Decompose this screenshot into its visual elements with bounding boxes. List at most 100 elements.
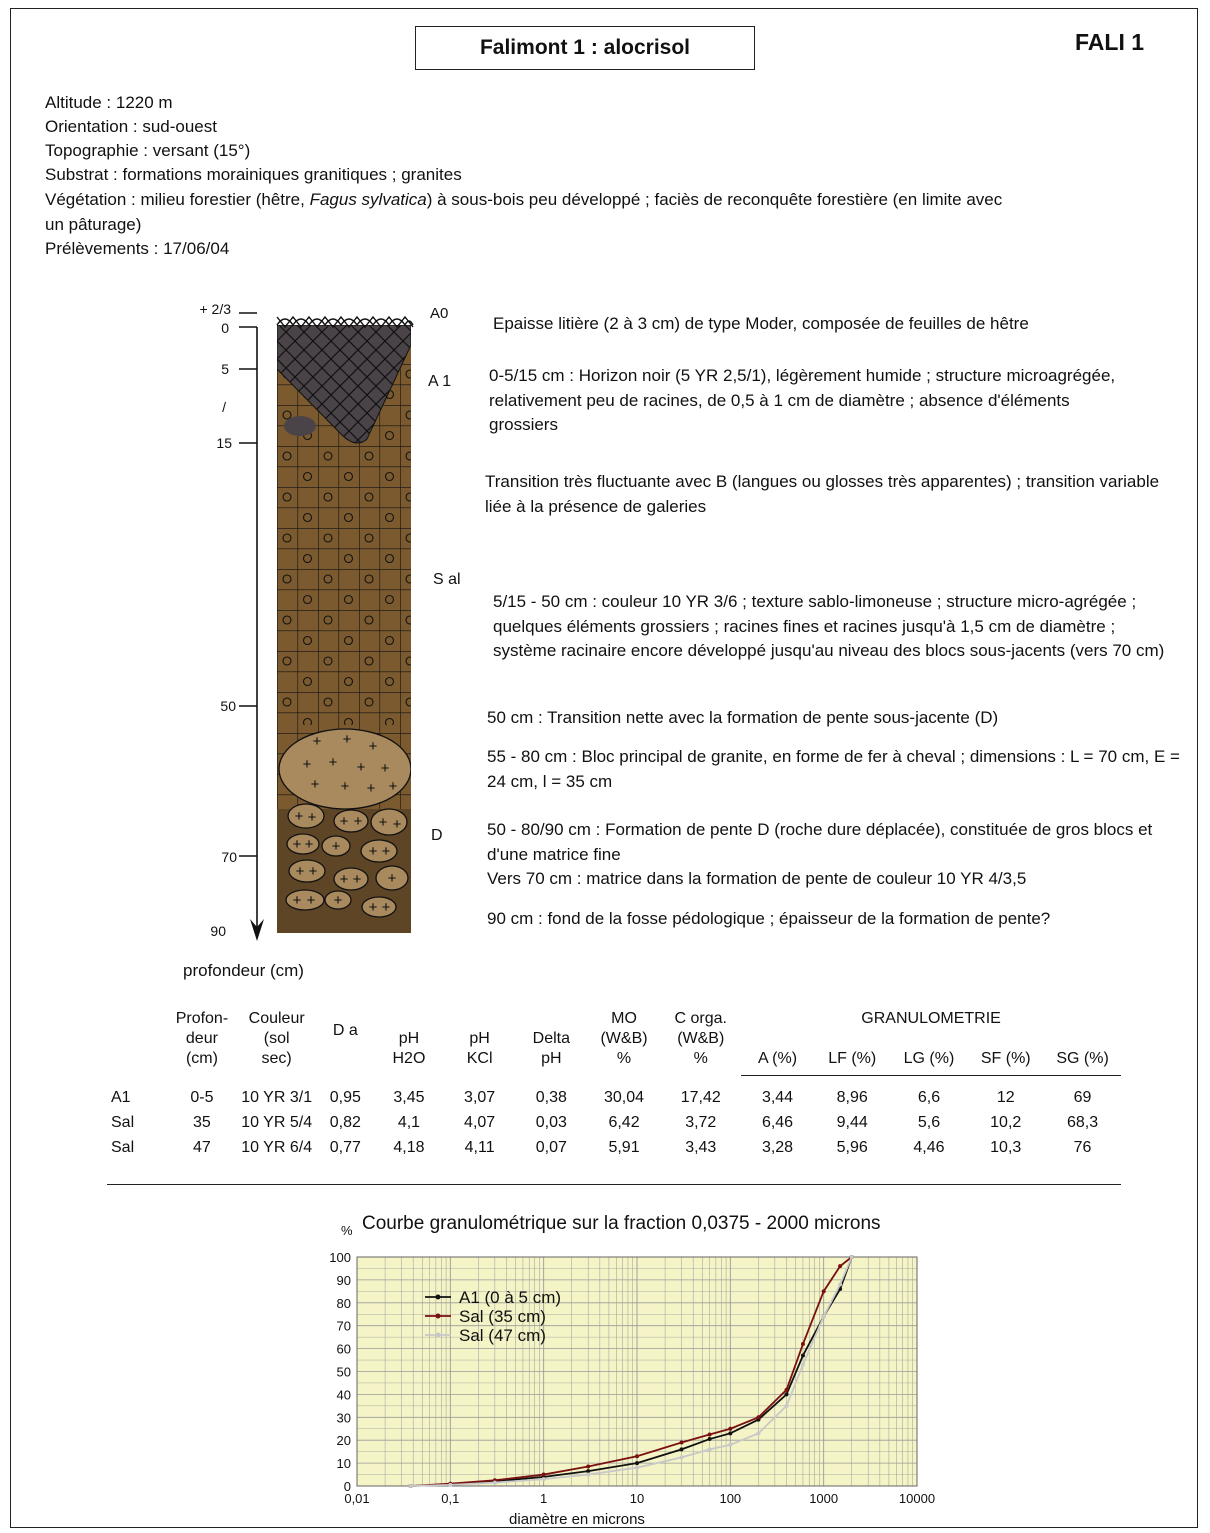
svg-text:+: + bbox=[307, 892, 316, 909]
y-tick-label: 100 bbox=[329, 1250, 351, 1265]
y-tick-label: 70 bbox=[337, 1319, 351, 1334]
svg-text:+: + bbox=[388, 870, 397, 887]
series-point-0 bbox=[707, 1437, 712, 1442]
series-point-2 bbox=[679, 1455, 684, 1460]
x-tick-label: 1000 bbox=[809, 1491, 838, 1506]
x-tick-label: 0,1 bbox=[441, 1491, 459, 1506]
y-tick-label: 20 bbox=[337, 1433, 351, 1448]
table-cell: 8,96 bbox=[836, 1089, 868, 1106]
x-tick-label: 10000 bbox=[899, 1491, 935, 1506]
y-tick-label: 80 bbox=[337, 1296, 351, 1311]
table-cell: 12 bbox=[996, 1089, 1015, 1106]
depth-tick-90: 90 bbox=[210, 923, 226, 939]
table-cell: 47 bbox=[193, 1139, 211, 1156]
y-tick-label: 0 bbox=[344, 1479, 351, 1494]
series-point-0 bbox=[800, 1353, 805, 1358]
table-cell: 30,04 bbox=[604, 1088, 645, 1106]
svg-text:+: + bbox=[353, 871, 362, 888]
svg-text:+: + bbox=[393, 816, 402, 833]
table-cell: 17,42 bbox=[680, 1088, 721, 1106]
svg-text:+: + bbox=[382, 899, 391, 916]
series-point-2 bbox=[800, 1362, 805, 1367]
chart-title: Courbe granulométrique sur la fraction 0… bbox=[362, 1213, 881, 1234]
series-point-1 bbox=[541, 1472, 546, 1477]
series-point-2 bbox=[707, 1447, 712, 1452]
svg-text:+: + bbox=[334, 892, 343, 909]
vegetation-text-post: ) à sous-bois peu développé ; faciès de … bbox=[426, 190, 1003, 209]
table-cell: 69 bbox=[1073, 1089, 1092, 1106]
page-title: Falimont 1 : alocrisol bbox=[415, 26, 755, 70]
table-cell: 5,91 bbox=[608, 1139, 640, 1156]
horizon-label-d: D bbox=[431, 827, 443, 844]
svg-text:+: + bbox=[369, 843, 378, 860]
depth-tick-70: 70 bbox=[221, 849, 237, 865]
col-granulometrie: GRANULOMETRIE bbox=[861, 1010, 1001, 1027]
table-cell: 3,45 bbox=[393, 1088, 425, 1106]
table-cell: 4,1 bbox=[397, 1114, 421, 1131]
desc-matrix: Vers 70 cm : matrice dans la formation d… bbox=[487, 869, 1027, 888]
col-lg: LG (%) bbox=[890, 1046, 968, 1076]
table-cell: Sal bbox=[111, 1114, 135, 1131]
series-point-1 bbox=[838, 1264, 843, 1269]
col-ph-kcl: pH KCl bbox=[466, 1030, 493, 1067]
table-cell: 6,6 bbox=[917, 1089, 941, 1106]
col-horizon bbox=[107, 1009, 168, 1075]
svg-text:+: + bbox=[296, 863, 305, 880]
table-cell: 10,3 bbox=[990, 1139, 1022, 1156]
horizon-label-a1: A 1 bbox=[428, 373, 452, 390]
depth-tick-slash: / bbox=[222, 399, 226, 415]
svg-text:+: + bbox=[382, 843, 391, 860]
document-page: Falimont 1 : alocrisol FALI 1 Altitude :… bbox=[10, 8, 1198, 1528]
depth-tick-0: 0 bbox=[221, 320, 229, 336]
vegetation-text-pre: Végétation : milieu forestier (hêtre, bbox=[45, 190, 310, 209]
desc-bottom: 90 cm : fond de la fosse pédologique ; é… bbox=[487, 909, 1051, 928]
series-point-1 bbox=[756, 1415, 761, 1420]
info-altitude: Altitude : 1220 m bbox=[45, 93, 173, 112]
info-vegetation-line2: un pâturage) bbox=[45, 215, 142, 234]
col-c-orga: C orga. (W&B)% bbox=[674, 1010, 727, 1067]
series-point-1 bbox=[821, 1289, 826, 1294]
svg-text:+: + bbox=[340, 813, 349, 830]
table-cell: 4,46 bbox=[913, 1139, 945, 1156]
series-point-2 bbox=[586, 1472, 591, 1477]
vegetation-species: Fagus sylvatica bbox=[309, 190, 427, 209]
svg-text:+: + bbox=[381, 760, 390, 777]
col-delta-ph: Delta pH bbox=[532, 1030, 570, 1067]
svg-text:+: + bbox=[308, 809, 317, 826]
col-sg: SG (%) bbox=[1044, 1046, 1121, 1076]
info-orientation: Orientation : sud-ouest bbox=[45, 117, 217, 136]
series-point-1 bbox=[800, 1342, 805, 1347]
svg-text:+: + bbox=[340, 871, 349, 888]
depth-tick-50: 50 bbox=[220, 698, 236, 714]
svg-text:+: + bbox=[379, 814, 388, 831]
soil-profile-diagram: + + + + + + + + + + + + + + + + ++ + + + ++ + + + + + + + + + bbox=[239, 312, 414, 941]
series-point-2 bbox=[838, 1282, 843, 1287]
svg-text:+: + bbox=[293, 892, 302, 909]
table-cell: 3,07 bbox=[464, 1088, 496, 1106]
desc-transition: Transition très fluctuante avec B (langu… bbox=[485, 472, 1160, 516]
col-da: D a bbox=[332, 1022, 358, 1039]
svg-text:+: + bbox=[309, 863, 318, 880]
table-cell: 5,96 bbox=[836, 1139, 868, 1156]
svg-text:+: + bbox=[311, 776, 320, 793]
y-tick-label: 10 bbox=[337, 1456, 351, 1471]
info-topographie: Topographie : versant (15°) bbox=[45, 141, 251, 160]
series-point-2 bbox=[492, 1480, 497, 1485]
svg-text:+: + bbox=[329, 754, 338, 771]
svg-text:+: + bbox=[332, 838, 341, 855]
analysis-table: Profon-deur (cm) Couleur (sol sec) D a pH H2… bbox=[107, 1009, 1121, 1161]
plot-frame bbox=[356, 1256, 918, 1487]
col-profondeur: Profon-deur (cm) bbox=[175, 1010, 229, 1067]
table-cell: 6,46 bbox=[761, 1114, 794, 1131]
table-cell: A1 bbox=[111, 1088, 131, 1106]
series-point-2 bbox=[849, 1255, 854, 1259]
series-point-1 bbox=[679, 1440, 684, 1445]
x-tick-label: 100 bbox=[719, 1491, 741, 1506]
series-point-0 bbox=[784, 1392, 789, 1397]
table-cell: 68,3 bbox=[1066, 1114, 1099, 1131]
table-cell: 0,77 bbox=[329, 1139, 361, 1156]
x-tick-label: 0,01 bbox=[344, 1491, 369, 1506]
table-cell: 10 YR 5/4 bbox=[241, 1114, 313, 1131]
table-cell: Sal bbox=[111, 1139, 135, 1156]
series-point-0 bbox=[586, 1469, 591, 1474]
